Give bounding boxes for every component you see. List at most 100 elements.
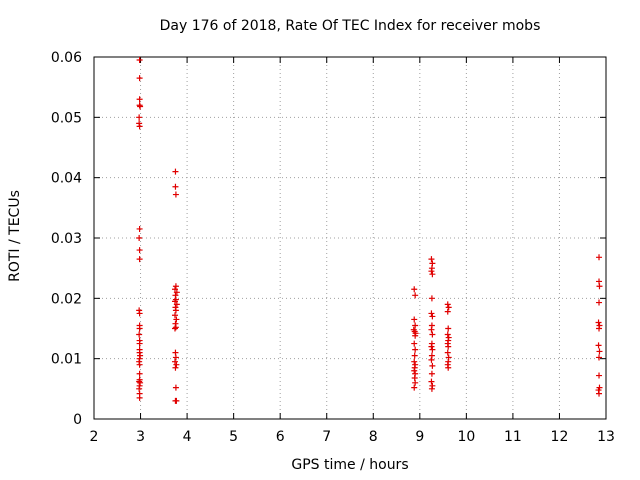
data-point <box>596 299 603 306</box>
data-point <box>171 298 178 305</box>
data-point <box>173 316 180 323</box>
y-tick-label: 0.02 <box>51 291 82 307</box>
y-tick-label: 0.01 <box>51 352 82 368</box>
data-point <box>428 295 435 302</box>
x-tick-label: 5 <box>229 429 238 445</box>
data-point <box>428 356 435 363</box>
data-point <box>429 346 436 353</box>
data-point <box>136 370 143 377</box>
axis-ticks <box>93 56 607 420</box>
data-point <box>171 358 178 365</box>
data-point <box>445 343 452 350</box>
data-points <box>136 57 603 404</box>
x-tick-label: 10 <box>457 429 475 445</box>
data-point <box>412 346 419 353</box>
data-point <box>172 283 179 290</box>
data-point <box>412 292 419 299</box>
y-tick-label: 0 <box>73 412 82 428</box>
data-point <box>136 114 143 121</box>
data-point <box>411 384 418 391</box>
data-point <box>596 325 603 332</box>
data-point <box>429 271 436 278</box>
data-point <box>137 103 144 110</box>
x-tick-label: 12 <box>551 429 569 445</box>
data-point <box>172 324 179 331</box>
data-point <box>411 352 418 359</box>
data-point <box>411 316 418 323</box>
data-point <box>445 304 452 311</box>
x-tick-label: 2 <box>90 429 99 445</box>
data-point <box>136 75 143 82</box>
data-point <box>411 358 418 365</box>
grid-lines <box>94 57 606 419</box>
data-point <box>136 340 143 347</box>
data-point <box>444 349 451 356</box>
data-point <box>429 313 436 320</box>
data-point <box>173 397 180 404</box>
data-point <box>412 322 419 329</box>
data-point <box>444 308 451 315</box>
data-point <box>595 319 602 326</box>
data-point <box>136 247 143 254</box>
y-tick-label: 0.04 <box>51 171 82 187</box>
data-point <box>596 372 603 379</box>
data-point <box>428 370 435 377</box>
data-point <box>171 312 178 319</box>
data-point <box>136 96 143 103</box>
data-point <box>411 367 418 374</box>
data-point <box>428 268 435 275</box>
data-point <box>411 286 418 293</box>
data-point <box>412 332 419 339</box>
data-point <box>136 310 143 317</box>
tick-labels: 2 3 4 5 6 7 8 9 10 11 12 13 0 0.01 0.02 0.03 0.04 0.05 0.0… <box>51 50 615 445</box>
x-tick-label: 6 <box>276 429 285 445</box>
data-point <box>172 168 179 175</box>
data-point <box>428 310 435 317</box>
x-tick-label: 8 <box>369 429 378 445</box>
data-point <box>429 362 436 369</box>
data-point <box>596 283 603 290</box>
data-point <box>444 301 451 308</box>
data-point <box>596 354 603 361</box>
data-point <box>171 286 178 293</box>
chart-title: Day 176 of 2018, Rate Of TEC Index for r… <box>159 18 541 34</box>
data-point <box>428 326 435 333</box>
data-point <box>136 325 143 332</box>
data-point <box>136 394 143 401</box>
data-point <box>411 340 418 347</box>
data-point <box>595 342 602 349</box>
y-tick-label: 0.05 <box>51 110 82 126</box>
y-axis-label: ROTI / TECUs <box>7 190 23 282</box>
x-tick-label: 9 <box>415 429 424 445</box>
y-tick-label: 0.03 <box>51 231 82 247</box>
data-point <box>136 361 143 368</box>
data-point <box>172 307 179 314</box>
data-point <box>171 325 178 332</box>
data-point <box>596 348 603 355</box>
data-point <box>172 191 179 198</box>
data-point <box>173 361 180 368</box>
data-point <box>136 57 143 64</box>
x-tick-label: 11 <box>504 429 522 445</box>
data-point <box>412 379 419 386</box>
data-point <box>444 331 451 338</box>
data-point <box>596 390 603 397</box>
data-point <box>136 256 143 263</box>
data-point <box>173 301 180 308</box>
data-point <box>172 354 179 361</box>
data-point <box>429 331 436 338</box>
x-tick-label: 13 <box>597 429 615 445</box>
y-tick-label: 0.06 <box>51 50 82 66</box>
data-point <box>445 325 452 332</box>
data-point <box>136 331 143 338</box>
data-point <box>428 343 435 350</box>
data-point <box>172 384 179 391</box>
data-point <box>136 235 143 241</box>
x-tick-label: 7 <box>322 429 331 445</box>
x-tick-label: 4 <box>183 429 192 445</box>
data-point <box>136 225 143 232</box>
data-point <box>596 254 603 261</box>
data-point <box>172 364 179 371</box>
data-point <box>428 385 435 392</box>
